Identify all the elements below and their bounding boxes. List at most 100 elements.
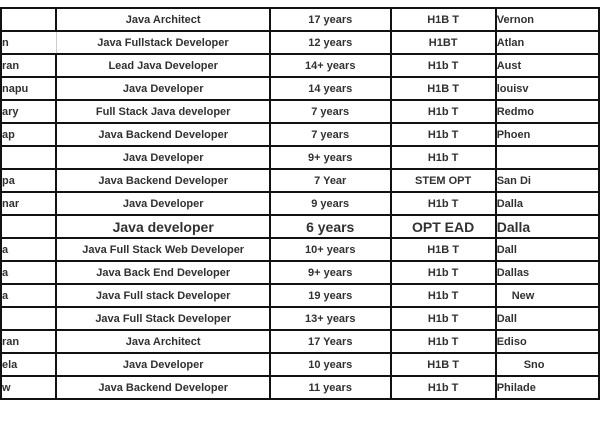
cell-experience[interactable]: 7 Year [268, 168, 392, 193]
cell-experience[interactable]: 13+ years [268, 306, 392, 331]
table-row: ran Java Architect 17 Years H1b T Ediso [0, 329, 600, 354]
cell-location[interactable]: Vernon [494, 7, 600, 32]
cell-job-title[interactable]: Java Architect [55, 7, 271, 32]
cell-location[interactable]: San Di [494, 168, 600, 193]
cell-experience[interactable]: 9 years [268, 191, 392, 216]
cell-name[interactable] [0, 145, 58, 170]
cell-job-title[interactable]: Java Fullstack Developer [55, 30, 271, 55]
cell-name[interactable] [0, 7, 58, 32]
cell-visa[interactable]: H1b T [389, 191, 497, 216]
cell-visa[interactable]: STEM OPT [389, 168, 497, 193]
cell-location[interactable]: Atlan [494, 30, 600, 55]
cell-name[interactable]: nar [0, 191, 58, 216]
cell-experience[interactable]: 14+ years [268, 53, 392, 78]
cell-job-title[interactable]: Java Backend Developer [55, 375, 271, 400]
cell-name[interactable]: n [0, 30, 57, 55]
table-row: a Java Full Stack Web Developer 10+ year… [0, 237, 600, 262]
cell-location[interactable]: louisv [494, 76, 600, 101]
cell-job-title[interactable]: Java Back End Developer [55, 260, 271, 285]
cell-visa[interactable]: H1b T [389, 99, 497, 124]
cell-job-title[interactable]: Java Backend Developer [55, 122, 271, 147]
cell-job-title[interactable]: Java Full Stack Developer [55, 306, 271, 331]
cell-location[interactable]: Ediso [494, 329, 600, 354]
cell-experience[interactable]: 10 years [268, 352, 392, 377]
cell-experience[interactable]: 11 years [268, 375, 392, 400]
cell-name[interactable]: a [0, 237, 58, 262]
cell-experience[interactable]: 12 years [268, 30, 392, 55]
cell-name[interactable] [0, 214, 58, 239]
table-row: ary Full Stack Java developer 7 years H1… [0, 99, 600, 124]
table-row: ran Lead Java Developer 14+ years H1b T … [0, 53, 600, 78]
cell-job-title[interactable]: Java Architect [55, 329, 271, 354]
cell-job-title[interactable]: Java Developer [55, 352, 271, 377]
table-row: n Java Fullstack Developer 12 years H1BT… [0, 30, 600, 55]
cell-job-title[interactable]: Java Developer [55, 191, 271, 216]
cell-job-title[interactable]: Lead Java Developer [55, 53, 271, 78]
cell-name[interactable]: ary [0, 99, 58, 124]
cell-job-title[interactable]: Java developer [55, 214, 271, 239]
cell-name[interactable]: napu [0, 76, 58, 101]
cell-job-title[interactable]: Full Stack Java developer [55, 99, 271, 124]
cell-visa[interactable]: H1B T [389, 76, 497, 101]
cell-visa[interactable]: H1B T [389, 352, 497, 377]
table-row: ap Java Backend Developer 7 years H1b T … [0, 122, 600, 147]
cell-location[interactable]: Dalla [494, 214, 600, 239]
candidate-table: Java Architect 17 years H1B T Vernon n J… [0, 7, 600, 400]
cell-experience[interactable]: 6 years [268, 214, 392, 239]
cell-location[interactable]: Dall [494, 237, 600, 262]
cell-job-title[interactable]: Java Full Stack Web Developer [55, 237, 271, 262]
cell-name[interactable]: ran [0, 53, 58, 78]
cell-location[interactable] [494, 145, 600, 170]
table-row: nar Java Developer 9 years H1b T Dalla [0, 191, 600, 216]
cell-visa[interactable]: H1B T [389, 7, 497, 32]
cell-name[interactable]: ela [0, 352, 58, 377]
cell-experience[interactable]: 14 years [268, 76, 392, 101]
cell-visa[interactable]: H1b T [389, 306, 497, 331]
cell-name[interactable]: ran [0, 329, 58, 354]
cell-location[interactable]: Dall [494, 306, 600, 331]
cell-location[interactable]: Aust [494, 53, 600, 78]
cell-visa[interactable]: OPT EAD [389, 214, 497, 239]
cell-experience[interactable]: 10+ years [268, 237, 392, 262]
cell-visa[interactable]: H1b T [389, 283, 497, 308]
cell-location[interactable]: Dallas [494, 260, 600, 285]
cell-visa[interactable]: H1b T [389, 260, 497, 285]
cell-name[interactable]: pa [0, 168, 58, 193]
cell-visa[interactable]: H1b T [389, 53, 497, 78]
cell-visa[interactable]: H1b T [389, 375, 497, 400]
cell-experience[interactable]: 17 years [268, 7, 392, 32]
cell-visa[interactable]: H1B T [389, 237, 497, 262]
cell-experience[interactable]: 9+ years [268, 260, 392, 285]
table-row: Java Full Stack Developer 13+ years H1b … [0, 306, 600, 331]
cell-location[interactable]: Phoen [494, 122, 600, 147]
cell-location[interactable]: Redmo [494, 99, 600, 124]
cell-job-title[interactable]: Java Full stack Developer [55, 283, 271, 308]
table-row: Java Developer 9+ years H1b T [0, 145, 600, 170]
cell-visa[interactable]: H1BT [389, 30, 497, 55]
cell-experience[interactable]: 7 years [268, 99, 392, 124]
cell-visa[interactable]: H1b T [389, 329, 497, 354]
cell-name[interactable] [0, 306, 58, 331]
cell-name[interactable]: a [0, 283, 58, 308]
cell-name[interactable]: ap [0, 122, 58, 147]
cell-name[interactable]: a [0, 260, 58, 285]
cell-visa[interactable]: H1b T [389, 122, 497, 147]
cell-experience[interactable]: 7 years [268, 122, 392, 147]
cell-name[interactable]: w [0, 375, 58, 400]
cell-job-title[interactable]: Java Developer [55, 145, 271, 170]
cell-experience[interactable]: 19 years [268, 283, 392, 308]
cell-experience[interactable]: 17 Years [268, 329, 392, 354]
table-row: pa Java Backend Developer 7 Year STEM OP… [0, 168, 600, 193]
candidate-grid: Java Architect 17 years H1B T Vernon n J… [0, 7, 600, 400]
cell-job-title[interactable]: Java Developer [55, 76, 271, 101]
cell-location[interactable]: Philade [494, 375, 600, 400]
cell-location[interactable]: Sno [494, 352, 600, 377]
cell-visa[interactable]: H1b T [389, 145, 497, 170]
cell-job-title[interactable]: Java Backend Developer [55, 168, 271, 193]
table-row: w Java Backend Developer 11 years H1b T … [0, 375, 600, 400]
cell-location[interactable]: New [494, 283, 600, 308]
table-row: a Java Back End Developer 9+ years H1b T… [0, 260, 600, 285]
cell-location[interactable]: Dalla [494, 191, 600, 216]
cell-experience[interactable]: 9+ years [268, 145, 392, 170]
